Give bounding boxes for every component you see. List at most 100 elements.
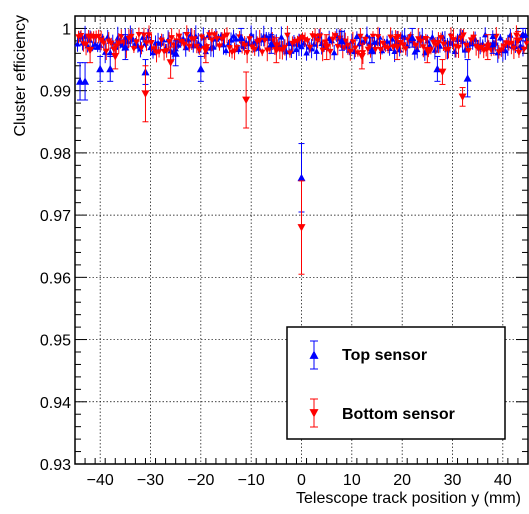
- band-marker: [455, 44, 462, 51]
- data-point: [242, 96, 251, 104]
- band-marker: [216, 43, 223, 50]
- band-marker: [520, 46, 528, 53]
- x-tick-label: −40: [87, 472, 114, 489]
- band-marker: [306, 44, 314, 51]
- band-marker: [104, 33, 111, 40]
- band-marker: [133, 39, 140, 46]
- band-marker: [369, 33, 377, 40]
- band-marker: [140, 32, 148, 39]
- band-marker: [332, 33, 339, 40]
- x-tick-label: −10: [238, 472, 265, 489]
- band-marker: [447, 33, 455, 40]
- band-marker: [437, 35, 445, 41]
- data-point: [458, 93, 467, 101]
- y-tick-label: 1: [62, 21, 71, 38]
- band-marker: [278, 33, 285, 40]
- band-marker: [115, 40, 122, 47]
- band-marker: [316, 33, 324, 40]
- band-marker: [187, 31, 194, 38]
- band-marker: [155, 49, 163, 56]
- band-marker: [326, 48, 334, 55]
- band-marker: [372, 46, 379, 53]
- band-marker: [108, 40, 115, 47]
- series-bottom-sensor: [86, 31, 522, 275]
- data-point: [297, 224, 306, 232]
- data-point: [81, 77, 90, 85]
- legend-box: [286, 326, 506, 440]
- y-tick-label: 0.98: [40, 146, 71, 163]
- series-layer: [76, 27, 527, 275]
- data-point: [423, 46, 432, 55]
- band-marker: [157, 39, 164, 46]
- y-tick-label: 0.95: [40, 333, 71, 350]
- band-marker: [181, 41, 188, 48]
- band-marker: [450, 37, 457, 44]
- band-marker: [77, 33, 85, 39]
- band-marker: [351, 48, 358, 55]
- legend-marker: [309, 409, 319, 418]
- band-marker: [145, 32, 153, 39]
- band-marker: [251, 46, 258, 53]
- x-tick-label: 40: [494, 472, 512, 489]
- band-marker: [230, 32, 237, 39]
- band-marker: [387, 34, 394, 41]
- y-axis-title: Cluster efficiency: [12, 15, 29, 137]
- legend-marker: [309, 350, 319, 359]
- band-marker: [191, 36, 198, 43]
- band-marker: [510, 45, 518, 52]
- band-marker: [515, 50, 523, 57]
- band-marker: [143, 40, 150, 47]
- band-marker: [354, 50, 362, 57]
- band-marker: [357, 33, 364, 40]
- band-marker: [399, 42, 407, 49]
- band-marker: [300, 39, 308, 46]
- data-point: [393, 43, 402, 52]
- band-marker: [206, 32, 213, 39]
- band-marker: [384, 45, 392, 52]
- band-marker: [329, 36, 336, 43]
- band-marker: [467, 37, 475, 44]
- legend: Top sensor Bottom sensor: [286, 326, 506, 440]
- data-point: [433, 64, 442, 73]
- band-marker: [353, 33, 361, 39]
- band-marker: [147, 44, 154, 51]
- band-marker: [226, 45, 233, 52]
- band-marker: [402, 46, 409, 53]
- band-marker: [168, 35, 175, 42]
- data-point: [483, 43, 492, 52]
- band-marker: [149, 49, 157, 56]
- band-marker: [431, 46, 439, 53]
- data-point: [166, 59, 175, 67]
- band-marker: [339, 45, 346, 52]
- band-marker: [186, 43, 193, 50]
- band-marker: [417, 38, 424, 45]
- band-marker: [383, 37, 391, 44]
- band-marker: [435, 39, 442, 46]
- band-marker: [451, 48, 459, 54]
- band-marker: [420, 44, 427, 51]
- grid: [75, 16, 528, 465]
- band-marker: [374, 34, 382, 41]
- band-marker: [394, 34, 402, 41]
- band-marker: [74, 40, 81, 47]
- band-marker: [426, 41, 434, 48]
- band-marker: [231, 48, 238, 55]
- band-marker: [396, 46, 403, 53]
- y-tick-label: 0.96: [40, 270, 71, 287]
- band-marker: [391, 48, 398, 54]
- band-marker: [313, 47, 320, 54]
- band-marker: [135, 31, 143, 38]
- band-marker: [319, 47, 326, 54]
- band-marker: [349, 39, 357, 46]
- band-marker: [241, 42, 248, 49]
- band-marker: [148, 39, 155, 46]
- x-tick-label: −20: [187, 472, 214, 489]
- data-point: [357, 53, 366, 61]
- data-point: [518, 30, 527, 39]
- band-marker: [352, 45, 359, 52]
- band-marker: [255, 44, 262, 51]
- band-marker: [344, 42, 352, 49]
- band-marker: [103, 48, 110, 55]
- x-tick-label: 10: [343, 472, 361, 489]
- band-marker: [430, 39, 437, 46]
